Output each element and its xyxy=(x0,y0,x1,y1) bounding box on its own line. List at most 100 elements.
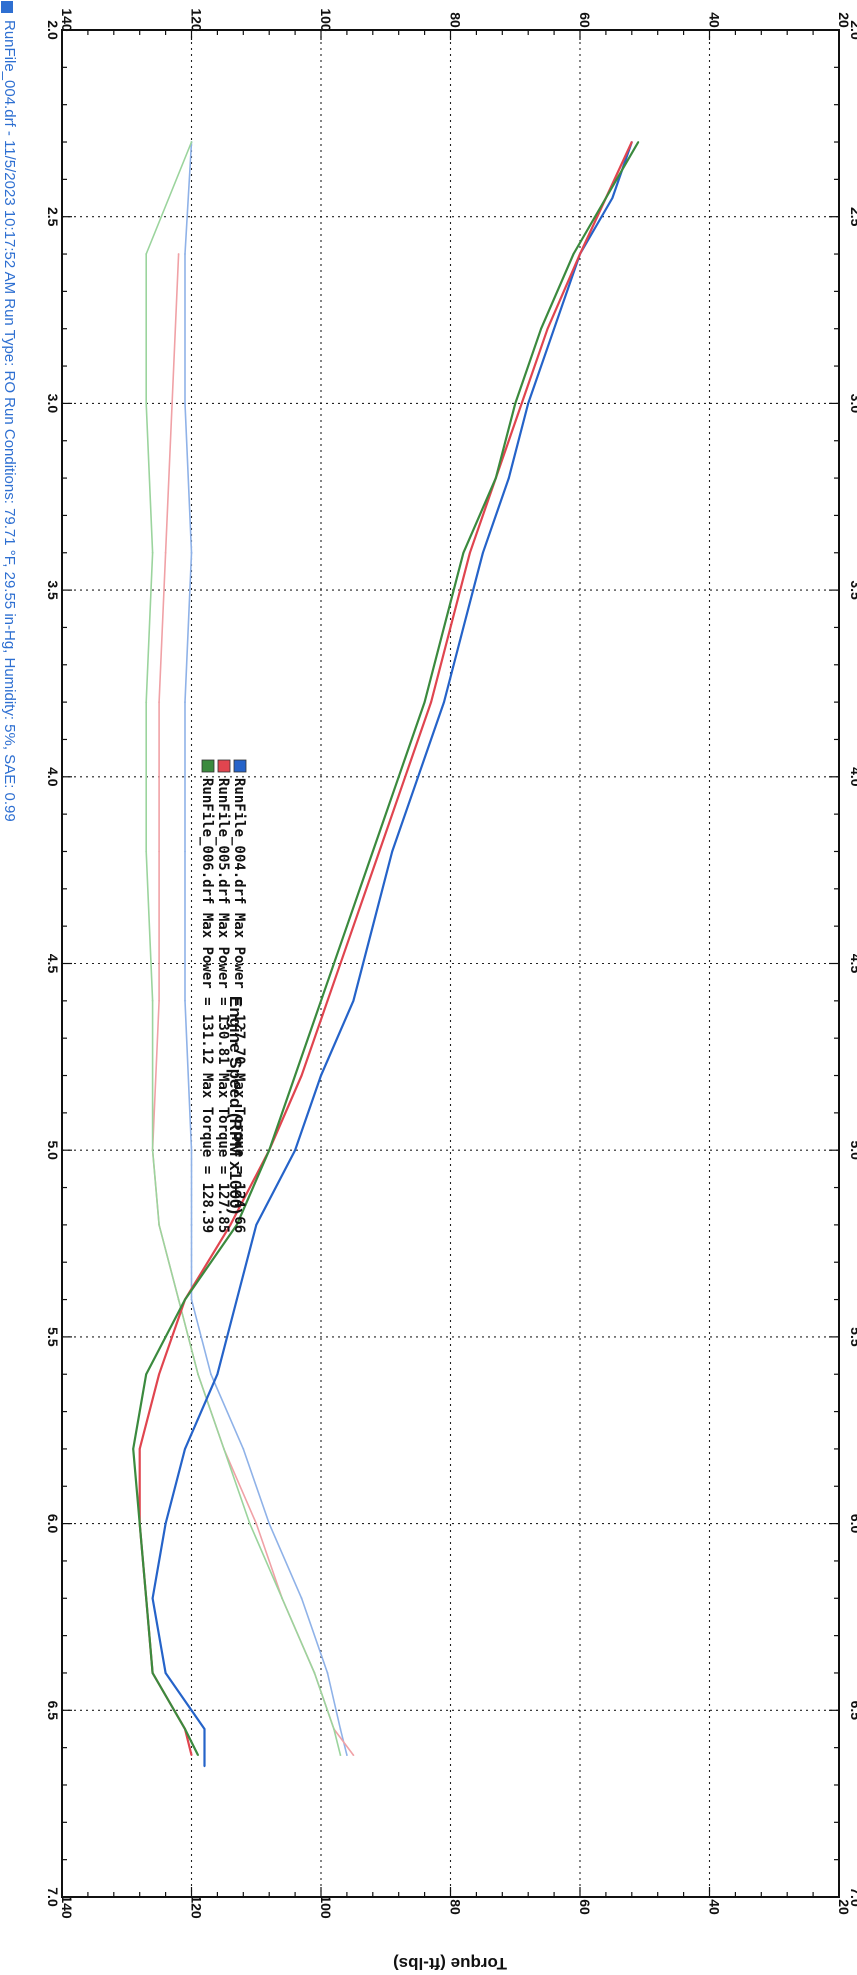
run-info-footer: RunFile_004.drf - 11/5/2023 10:17:52 AM … xyxy=(1,20,18,822)
x-tick-label: 2.5 xyxy=(848,207,857,227)
data-point xyxy=(423,701,426,703)
data-point xyxy=(151,999,154,1002)
legend-swatch xyxy=(233,759,247,773)
data-point xyxy=(579,253,581,255)
data-point xyxy=(171,402,174,405)
x-tick-label: 2.0 xyxy=(45,20,61,40)
data-point xyxy=(203,1728,206,1730)
data-point xyxy=(339,1728,342,1730)
data-point xyxy=(184,701,186,703)
y-tick-label: 40 xyxy=(707,12,723,28)
series-lines xyxy=(132,141,640,1768)
data-point xyxy=(158,1373,161,1376)
y-tick-label: 100 xyxy=(318,1895,334,1919)
data-point xyxy=(255,1522,258,1525)
y-tick-label: 140 xyxy=(59,8,75,32)
axis-tick-labels: 2.0 2.0 2.5 2.5 3.0 3.0 3.5 3.5 4.0 4.0 4.5 4.5 5.0 5… xyxy=(45,8,857,1919)
data-point xyxy=(190,1224,193,1226)
data-point xyxy=(184,999,186,1002)
grid-lines xyxy=(62,30,839,1897)
data-point xyxy=(281,1597,283,1600)
data-point xyxy=(572,253,575,255)
data-point xyxy=(268,1149,271,1152)
data-point xyxy=(449,626,452,629)
data-point xyxy=(190,551,193,554)
legend-swatch xyxy=(201,759,215,773)
data-point xyxy=(300,1597,303,1600)
x-tick-label: 6.0 xyxy=(45,1514,61,1534)
y-tick-label: 60 xyxy=(577,1899,593,1915)
data-point xyxy=(540,327,542,330)
data-point xyxy=(197,1373,199,1376)
series-line xyxy=(151,141,633,1767)
x-tick-label: 7.0 xyxy=(45,1887,61,1907)
x-tick-label: 4.5 xyxy=(45,954,61,974)
data-point xyxy=(184,253,186,255)
legend-swatch xyxy=(217,759,231,773)
data-point xyxy=(462,626,465,629)
data-point xyxy=(210,1373,212,1376)
data-point xyxy=(462,551,465,554)
data-point xyxy=(378,850,381,853)
data-point xyxy=(190,141,193,143)
data-point xyxy=(242,1448,245,1450)
data-point xyxy=(145,253,148,255)
data-point xyxy=(527,402,530,405)
data-point xyxy=(138,1522,141,1525)
data-point xyxy=(177,1298,180,1301)
data-point xyxy=(151,551,154,554)
data-point xyxy=(430,701,432,703)
data-point xyxy=(605,197,607,199)
x-tick-label: 3.0 xyxy=(848,394,857,414)
data-point xyxy=(352,999,355,1002)
data-point xyxy=(391,850,394,853)
x-tick-label: 6.5 xyxy=(848,1701,857,1721)
data-point xyxy=(164,1522,167,1525)
data-point xyxy=(190,1754,193,1756)
data-point xyxy=(520,402,523,405)
x-tick-label: 5.0 xyxy=(848,1140,857,1160)
data-point xyxy=(145,701,148,703)
data-point xyxy=(151,1672,154,1674)
data-point xyxy=(177,253,180,255)
data-point xyxy=(482,551,484,554)
data-point xyxy=(190,1298,193,1301)
data-point xyxy=(507,477,510,479)
x-tick-label: 4.5 xyxy=(848,954,857,974)
data-point xyxy=(248,1522,251,1525)
data-point xyxy=(637,141,640,143)
data-point xyxy=(294,1074,296,1077)
data-point xyxy=(333,1728,335,1730)
data-point xyxy=(371,925,374,928)
data-point xyxy=(346,1754,348,1756)
legend-entry: RunFile_005.drf Max Power = 130.81 Max T… xyxy=(215,778,231,1233)
y-tick-label: 20 xyxy=(836,12,852,28)
x-tick-label: 3.5 xyxy=(45,580,61,600)
x-tick-label: 6.5 xyxy=(45,1701,61,1721)
y-tick-label: 120 xyxy=(189,8,205,32)
data-point xyxy=(320,999,322,1002)
x-tick-label: 4.0 xyxy=(848,767,857,787)
x-tick-label: 2.5 xyxy=(45,207,61,227)
x-tick-label: 5.0 xyxy=(45,1140,61,1160)
data-point xyxy=(158,1224,161,1226)
data-point xyxy=(145,1597,148,1600)
data-point xyxy=(546,327,549,330)
data-point xyxy=(158,701,161,703)
x-tick-label: 6.0 xyxy=(848,1514,857,1534)
data-point xyxy=(223,1448,225,1450)
data-point xyxy=(443,701,445,703)
x-tick-label: 7.0 xyxy=(848,1887,857,1907)
legend-entry: RunFile_006.drf Max Power = 131.12 Max T… xyxy=(199,778,215,1233)
y-tick-label: 60 xyxy=(577,12,593,28)
data-point xyxy=(184,402,186,405)
legend-entry: RunFile_004.drf Max Power = 127.70 Max T… xyxy=(231,778,247,1233)
data-point xyxy=(158,850,161,853)
y-tick-label: 80 xyxy=(448,1899,464,1915)
data-point xyxy=(235,1298,238,1301)
data-point xyxy=(229,1224,232,1226)
data-point xyxy=(268,1522,271,1525)
data-point xyxy=(216,1373,219,1376)
